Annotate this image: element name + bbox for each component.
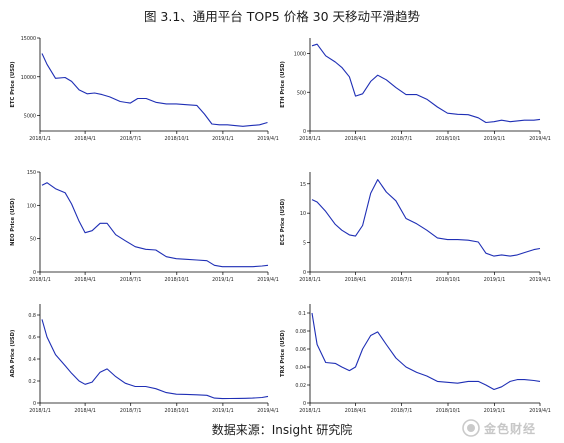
x-tick-label: 2018/10/1 xyxy=(164,136,189,142)
x-tick-label: 2019/1/1 xyxy=(212,136,234,142)
x-tick-label: 2019/1/1 xyxy=(212,408,234,414)
y-tick-label: 0.06 xyxy=(295,347,306,353)
chart-panel: 0 0.2 0.4 0.6 0.8 2018/1/1 2018/4/1 2018/7/1 201… xyxy=(10,304,279,414)
x-tick-label: 2018/1/1 xyxy=(299,408,321,414)
data-source-caption: 数据来源：Insight 研究院 xyxy=(211,423,353,437)
x-tick-label: 2018/7/1 xyxy=(391,277,413,283)
x-tick-label: 2018/10/1 xyxy=(436,408,461,414)
y-axis-label: TRX Price (USD) xyxy=(280,330,286,377)
chart-panel: 0 50 100 150 2018/1/1 2018/4/1 2018/7/1 2018/10… xyxy=(10,170,279,283)
x-tick-label: 2019/4/1 xyxy=(529,136,551,142)
x-tick-label: 2019/4/1 xyxy=(257,408,279,414)
y-tick-label: 0 xyxy=(303,401,306,407)
price-series-line xyxy=(311,43,541,124)
price-series-line xyxy=(41,319,269,400)
x-tick-label: 2018/1/1 xyxy=(29,136,51,142)
chart-panel: 0 0.02 0.04 0.06 0.08 0.1 2018/1/1 2018/4/1 2018… xyxy=(280,304,551,414)
price-series-line xyxy=(311,179,541,257)
price-series-line xyxy=(41,53,268,127)
x-tick-label: 2018/1/1 xyxy=(29,277,51,283)
x-tick-label: 2019/4/1 xyxy=(257,277,279,283)
price-series-line xyxy=(311,312,541,391)
y-tick-label: 0.8 xyxy=(28,313,36,319)
y-tick-label: 15000 xyxy=(21,36,36,42)
y-tick-label: 0.08 xyxy=(295,329,306,335)
y-tick-label: 0.02 xyxy=(295,383,306,389)
x-tick-label: 2018/4/1 xyxy=(345,136,367,142)
y-tick-label: 0.04 xyxy=(295,365,306,371)
x-tick-label: 2019/1/1 xyxy=(484,136,506,142)
chart-panel: 0 5 10 15 2018/1/1 2018/4/1 2018/7/1 2018/10/1 2… xyxy=(280,172,551,283)
x-tick-label: 2018/10/1 xyxy=(436,136,461,142)
x-tick-label: 2018/10/1 xyxy=(436,277,461,283)
y-tick-label: 0.4 xyxy=(28,357,36,363)
y-tick-label: 10000 xyxy=(21,75,36,81)
y-tick-label: 500 xyxy=(297,90,306,96)
coin-logo-icon xyxy=(462,419,480,437)
y-tick-label: 0.2 xyxy=(28,379,36,385)
x-tick-label: 2018/7/1 xyxy=(120,277,142,283)
x-tick-label: 2018/1/1 xyxy=(299,277,321,283)
chart-panel: 0 500 1000 2018/1/1 2018/4/1 2018/7/1 2018/10/… xyxy=(280,38,551,142)
y-axis-label: ADA Price (USD) xyxy=(10,330,16,378)
price-series-line xyxy=(41,182,269,268)
x-tick-label: 2018/4/1 xyxy=(74,277,96,283)
x-tick-label: 2018/4/1 xyxy=(345,277,367,283)
y-tick-label: 0 xyxy=(33,270,36,276)
x-tick-label: 2018/10/1 xyxy=(164,408,189,414)
y-tick-label: 15 xyxy=(300,182,306,188)
y-axis-label: NEO Price (USD) xyxy=(10,198,16,246)
x-tick-label: 2019/4/1 xyxy=(529,277,551,283)
x-tick-label: 2019/1/1 xyxy=(484,408,506,414)
x-tick-label: 2018/7/1 xyxy=(120,136,142,142)
x-tick-label: 2018/1/1 xyxy=(299,136,321,142)
y-axis-label: ETC Price (USD) xyxy=(10,61,16,107)
y-tick-label: 0 xyxy=(33,401,36,407)
watermark-text: 金色财经 xyxy=(484,421,537,436)
figure-title: 图 3.1、通用平台 TOP5 价格 30 天移动平滑趋势 xyxy=(143,9,421,24)
y-tick-label: 50 xyxy=(30,237,36,243)
x-tick-label: 2018/7/1 xyxy=(391,408,413,414)
x-tick-label: 2018/7/1 xyxy=(120,408,142,414)
watermark: 金色财经 xyxy=(462,416,558,440)
y-axis-label: ECS Price (USD) xyxy=(280,199,286,246)
x-tick-label: 2019/1/1 xyxy=(484,277,506,283)
y-tick-label: 0 xyxy=(303,270,306,276)
x-tick-label: 2018/7/1 xyxy=(391,136,413,142)
y-tick-label: 0.1 xyxy=(298,311,306,317)
y-tick-label: 1000 xyxy=(294,52,306,58)
x-tick-label: 2019/4/1 xyxy=(529,408,551,414)
x-tick-label: 2019/4/1 xyxy=(257,136,279,142)
y-tick-label: 5000 xyxy=(24,114,36,120)
y-tick-label: 0 xyxy=(303,129,306,135)
y-tick-label: 5 xyxy=(303,241,306,247)
y-tick-label: 150 xyxy=(27,170,36,176)
x-tick-label: 2018/4/1 xyxy=(74,136,96,142)
y-axis-label: ETH Price (USD) xyxy=(280,61,286,108)
x-tick-label: 2018/4/1 xyxy=(74,408,96,414)
chart-panel: 5000 10000 15000 2018/1/1 2018/4/1 2018/7/1 20… xyxy=(10,36,279,142)
x-tick-label: 2018/10/1 xyxy=(164,277,189,283)
x-tick-label: 2018/1/1 xyxy=(29,408,51,414)
y-tick-label: 100 xyxy=(27,203,36,209)
x-tick-label: 2019/1/1 xyxy=(212,277,234,283)
x-tick-label: 2018/4/1 xyxy=(345,408,367,414)
y-tick-label: 0.6 xyxy=(28,335,36,341)
y-tick-label: 10 xyxy=(300,211,306,217)
